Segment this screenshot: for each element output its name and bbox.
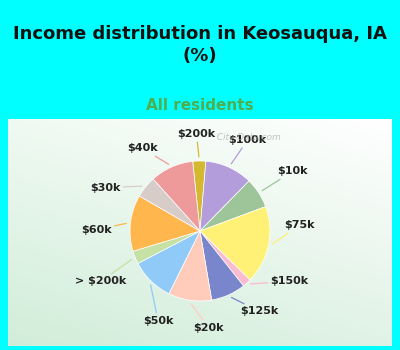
Wedge shape [153,161,200,231]
Wedge shape [169,231,212,301]
Wedge shape [193,161,206,231]
Wedge shape [133,231,200,264]
Wedge shape [200,231,244,300]
Text: Income distribution in Keosauqua, IA
(%): Income distribution in Keosauqua, IA (%) [13,25,387,65]
Wedge shape [200,206,270,280]
Text: $150k: $150k [250,276,309,286]
Wedge shape [138,231,200,294]
Text: $200k: $200k [178,130,216,157]
Wedge shape [200,181,266,231]
Text: $60k: $60k [81,223,126,235]
Wedge shape [200,161,249,231]
Text: All residents: All residents [146,98,254,113]
Text: $100k: $100k [228,135,267,164]
Text: $20k: $20k [191,304,224,332]
Text: $50k: $50k [143,285,173,326]
Text: $10k: $10k [262,167,308,191]
Text: > $200k: > $200k [75,260,132,286]
Wedge shape [139,179,200,231]
Text: City-Data.com: City-Data.com [211,133,281,142]
Wedge shape [130,196,200,251]
Wedge shape [200,231,250,286]
Text: $40k: $40k [127,144,168,164]
Text: $125k: $125k [232,298,279,316]
Text: $30k: $30k [90,183,142,193]
Text: $75k: $75k [272,220,315,244]
